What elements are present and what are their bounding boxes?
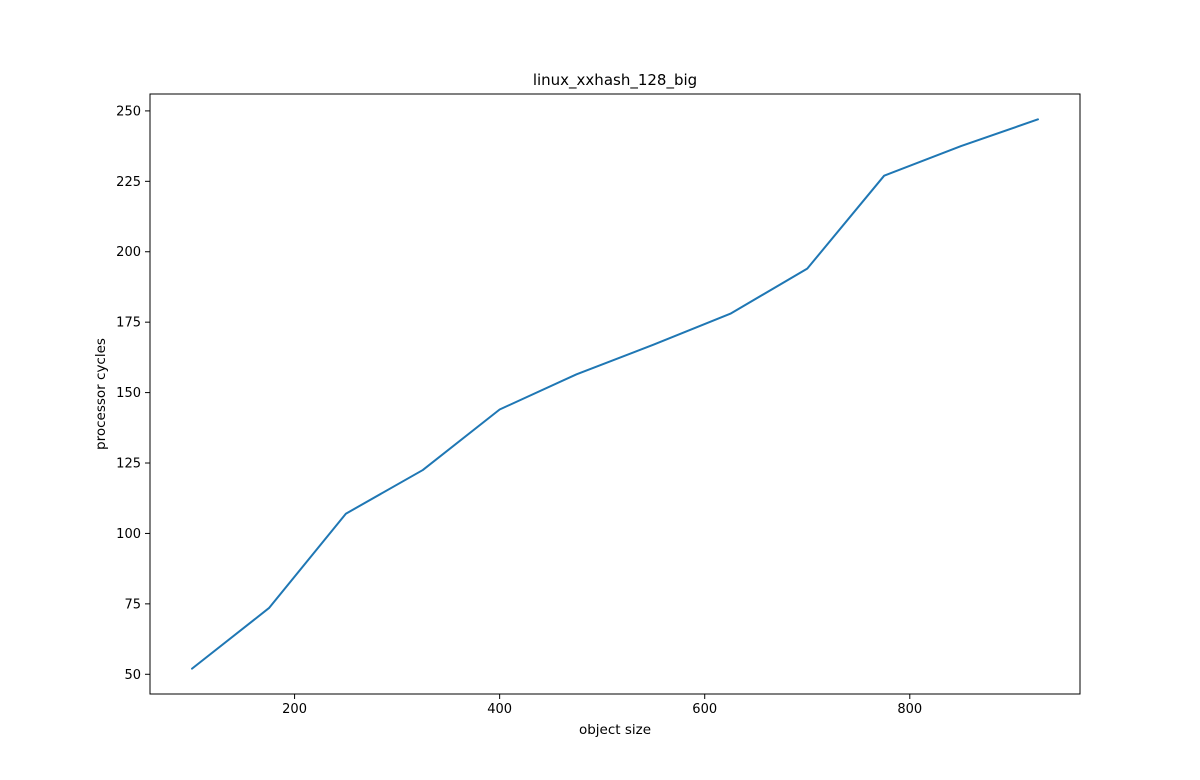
x-tick-label: 600 (692, 702, 717, 717)
y-tick-label: 100 (116, 527, 141, 542)
y-tick-label: 75 (124, 597, 141, 612)
x-axis-label: object size (579, 722, 651, 738)
y-tick-label: 225 (116, 175, 141, 190)
plot-area (191, 118, 1039, 670)
x-axis: 200 400 600 800 (282, 694, 922, 717)
y-tick-label: 175 (116, 316, 141, 331)
y-tick-label: 125 (116, 457, 141, 472)
y-tick-label: 50 (124, 668, 141, 683)
y-axis-label: processor cycles (93, 338, 109, 450)
y-tick-label: 250 (116, 104, 141, 119)
x-tick-label: 400 (487, 702, 512, 717)
x-tick-label: 800 (897, 702, 922, 717)
y-axis: 50 75 100 125 150 175 200 225 250 (116, 104, 150, 683)
chart-title: linux_xxhash_128_big (533, 71, 697, 90)
series-line (191, 118, 1039, 670)
y-tick-label: 200 (116, 245, 141, 260)
plot-frame (149, 93, 1081, 695)
x-tick-label: 200 (282, 702, 307, 717)
y-tick-label: 150 (116, 386, 141, 401)
